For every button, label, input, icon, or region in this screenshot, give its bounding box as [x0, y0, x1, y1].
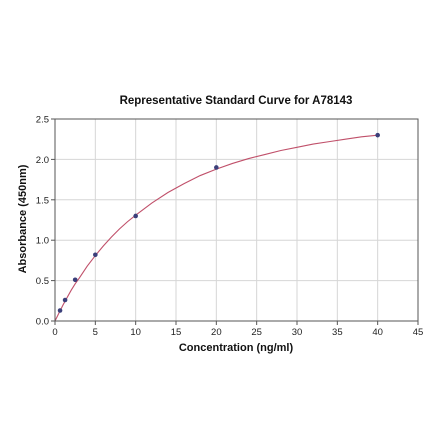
y-tick-label: 0.0 [36, 317, 49, 328]
y-tick-label: 1.0 [36, 236, 49, 247]
data-point [93, 252, 98, 258]
y-tick-label: 2.0 [36, 155, 49, 166]
data-points [57, 132, 380, 313]
data-point [62, 297, 68, 303]
chart-title: Representative Standard Curve for A78143 [120, 95, 353, 107]
y-tick-label: 2.5 [36, 115, 49, 126]
y-tick-label: 0.5 [36, 276, 49, 287]
plot-frame [54, 118, 419, 322]
x-tick-label: 45 [413, 327, 424, 338]
x-axis-ticks: 0 5 10 15 20 25 30 35 40 45 [52, 321, 423, 338]
x-tick-label: 10 [130, 327, 141, 338]
x-tick-label: 25 [251, 327, 262, 338]
data-point [57, 308, 63, 313]
x-tick-label: 40 [372, 327, 383, 338]
x-tick-label: 15 [171, 327, 182, 338]
data-point [214, 165, 219, 170]
data-point [133, 213, 138, 219]
data-point [375, 132, 380, 138]
x-tick-label: 35 [332, 327, 343, 338]
x-tick-label: 20 [211, 327, 222, 338]
data-point [72, 277, 78, 283]
fit-curve-line [54, 134, 378, 322]
x-tick-label: 5 [93, 327, 98, 338]
y-axis-ticks: 0.0 0.5 1.0 1.5 2.0 2.5 [36, 115, 55, 328]
x-tick-label: 30 [292, 327, 303, 338]
x-tick-label: 0 [52, 327, 57, 338]
y-tick-label: 1.5 [36, 195, 49, 206]
x-axis-label: Concentration (ng/ml) [179, 342, 294, 354]
y-axis-label: Absorbance (450nm) [17, 164, 29, 273]
fit-curve-layer [54, 134, 378, 322]
